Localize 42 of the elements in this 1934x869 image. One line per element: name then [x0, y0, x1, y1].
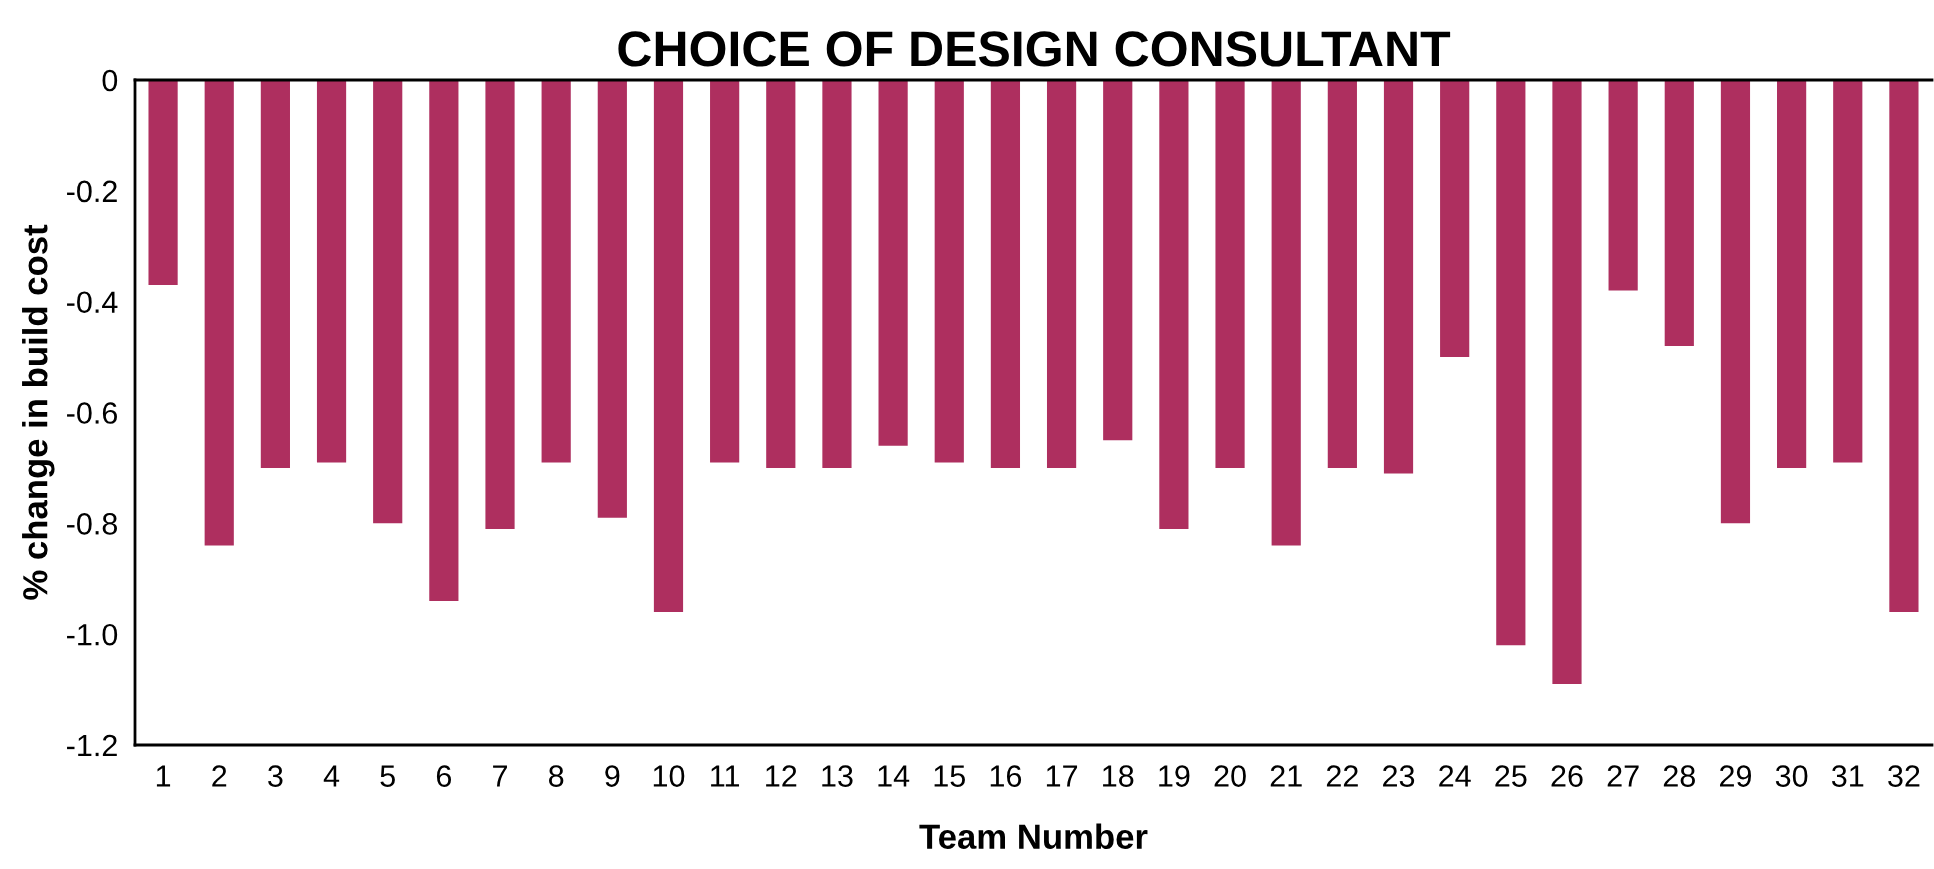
y-tick-label: -0.4	[67, 291, 118, 314]
x-tick-label: 1	[156, 765, 171, 787]
y-tick-label: -1.2	[67, 734, 117, 757]
x-tick-label: 28	[1663, 765, 1695, 787]
x-tick-label: 27	[1607, 765, 1639, 787]
x-tick-label: 3	[268, 765, 283, 787]
x-tick-label: 16	[990, 765, 1022, 787]
x-tick-label: 25	[1495, 765, 1527, 787]
x-tick-label: 6	[436, 765, 452, 787]
x-tick-label: 14	[878, 765, 910, 787]
x-tick-label: 11	[711, 765, 740, 787]
x-tick-label: 32	[1888, 765, 1920, 787]
x-tick-label: 18	[1103, 765, 1134, 787]
x-tick-label: 12	[766, 765, 797, 787]
y-tick-label: -0.2	[67, 180, 117, 203]
x-tick-label: 19	[1159, 765, 1190, 787]
x-tick-label: 7	[493, 765, 507, 787]
x-tick-label: 23	[1383, 765, 1415, 787]
x-tick-label: 21	[1270, 765, 1302, 787]
x-tick-label: 13	[822, 765, 853, 787]
x-tick-label: 15	[934, 765, 965, 787]
y-tick-label: -0.6	[67, 402, 117, 424]
x-tick-label: 29	[1720, 765, 1751, 787]
y-tick-label: -1.0	[67, 623, 118, 646]
x-tick-label: 8	[549, 765, 564, 787]
x-tick-label: 10	[653, 765, 685, 787]
chart-title: CHOICE OF DESIGN CONSULTANT	[618, 31, 1451, 67]
y-tick-label: 0	[102, 69, 118, 92]
x-tick-label: 22	[1326, 765, 1358, 787]
x-tick-label: 30	[1775, 765, 1808, 787]
x-axis-title: Team Number	[919, 823, 1148, 849]
x-tick-label: 9	[605, 765, 620, 787]
x-tick-label: 20	[1214, 765, 1246, 787]
x-tick-label: 26	[1551, 765, 1583, 787]
x-tick-label: 4	[323, 765, 340, 787]
x-tick-label: 24	[1439, 765, 1471, 787]
x-tick-label: 5	[380, 765, 395, 787]
x-tick-label: 2	[212, 765, 227, 787]
y-axis-title: % change in build cost	[22, 224, 55, 600]
x-tick-label: 17	[1046, 765, 1078, 787]
y-tick-label: -0.8	[67, 513, 118, 535]
x-tick-label: 31	[1831, 765, 1864, 787]
